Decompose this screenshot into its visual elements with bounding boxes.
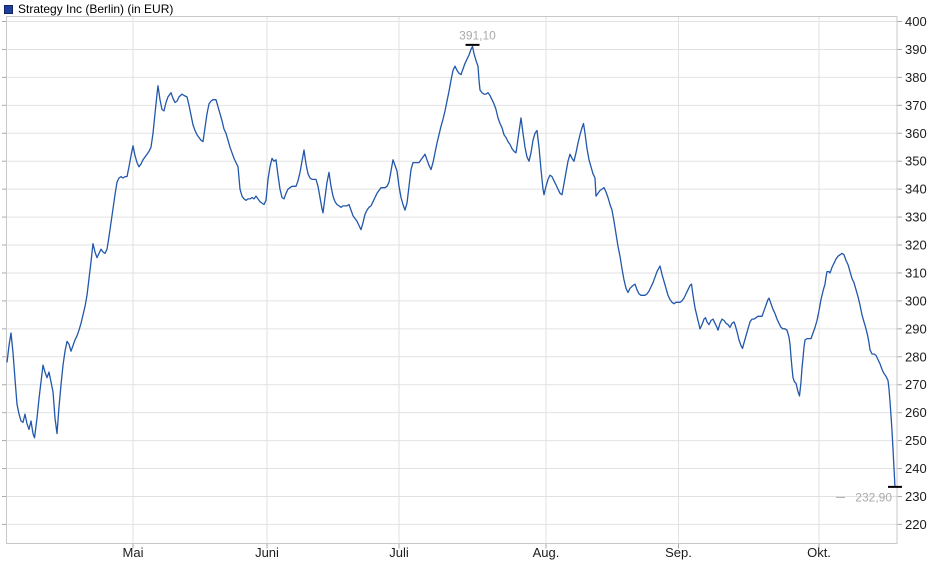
x-axis-label: Aug. <box>533 545 560 560</box>
y-axis-label: 280 <box>905 349 927 364</box>
x-axis-label: Mai <box>123 545 144 560</box>
min-value-label: 232,90 <box>855 490 892 504</box>
y-axis-label: 370 <box>905 98 927 113</box>
x-axis-label: Sep. <box>665 545 692 560</box>
y-axis-label: 220 <box>905 517 927 532</box>
y-axis-label: 290 <box>905 321 927 336</box>
y-axis-label: 230 <box>905 489 927 504</box>
x-axis-label: Juli <box>389 545 409 560</box>
plot-border <box>6 16 898 544</box>
y-axis-label: 380 <box>905 70 927 85</box>
x-axis-label: Juni <box>255 545 279 560</box>
y-axis-label: 240 <box>905 461 927 476</box>
y-axis-label: 400 <box>905 14 927 29</box>
y-axis-label: 340 <box>905 182 927 197</box>
x-axis-label: Okt. <box>807 545 831 560</box>
chart-title: Strategy Inc (Berlin) (in EUR) <box>18 2 174 16</box>
price-line <box>6 45 896 488</box>
y-axis-label: 260 <box>905 405 927 420</box>
y-axis-label: 270 <box>905 377 927 392</box>
y-axis-label: 360 <box>905 126 927 141</box>
chart-legend: Strategy Inc (Berlin) (in EUR) <box>4 3 173 15</box>
legend-color-square-icon <box>4 4 13 14</box>
y-axis-label: 310 <box>905 265 927 280</box>
y-axis-label: 300 <box>905 293 927 308</box>
max-value-label: 391,10 <box>459 28 496 42</box>
y-axis-label: 390 <box>905 42 927 57</box>
y-axis-label: 250 <box>905 433 927 448</box>
y-axis-label: 330 <box>905 210 927 225</box>
y-axis-label: 350 <box>905 154 927 169</box>
y-axis-label: 320 <box>905 238 927 253</box>
